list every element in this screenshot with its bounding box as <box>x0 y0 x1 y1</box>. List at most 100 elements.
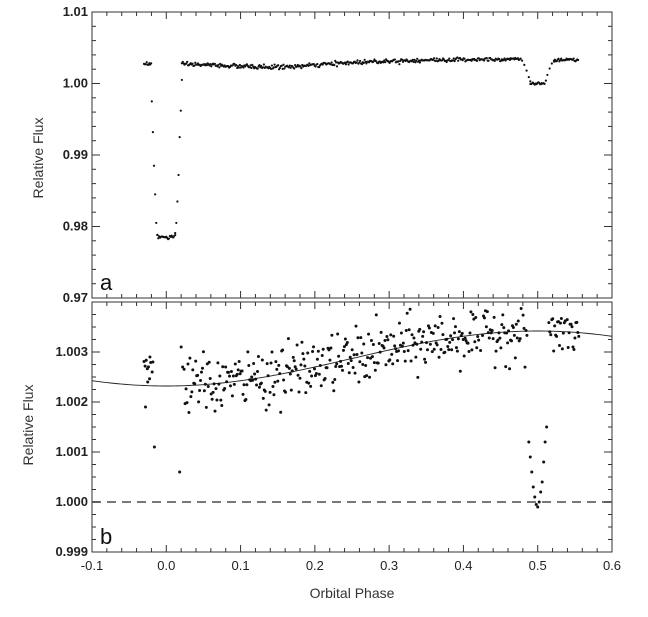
data-point <box>233 62 236 66</box>
data-point <box>513 356 517 360</box>
data-point <box>437 355 441 359</box>
data-point <box>412 336 416 340</box>
y-tick-label: 0.98 <box>63 219 88 234</box>
data-point <box>345 341 349 345</box>
data-point <box>217 382 221 386</box>
data-point <box>436 326 440 329</box>
data-point <box>509 339 513 343</box>
data-point <box>318 66 321 69</box>
data-point <box>278 66 282 69</box>
y-tick-label: 1.003 <box>55 344 88 359</box>
data-point <box>237 359 241 363</box>
data-point <box>382 61 385 64</box>
data-point <box>499 346 503 350</box>
y-tick-label: 0.97 <box>63 290 88 305</box>
data-point <box>256 67 259 70</box>
data-point <box>411 58 414 61</box>
data-point <box>219 398 223 402</box>
data-point <box>298 376 302 380</box>
data-point <box>482 316 486 320</box>
data-point <box>281 348 285 352</box>
data-point <box>566 345 570 349</box>
data-point <box>425 348 429 352</box>
data-point <box>325 366 329 370</box>
data-point <box>476 335 480 339</box>
data-point <box>365 374 369 378</box>
data-point <box>432 58 435 61</box>
data-point <box>347 371 351 375</box>
data-point <box>252 362 256 366</box>
data-point <box>151 131 155 134</box>
x-tick-label: 0.6 <box>603 558 621 573</box>
data-point <box>522 326 526 330</box>
data-point <box>218 66 221 69</box>
data-point <box>413 58 416 62</box>
data-point <box>205 64 208 67</box>
data-point <box>277 64 280 67</box>
data-point <box>498 57 501 61</box>
data-point <box>336 332 340 336</box>
data-point <box>295 65 298 68</box>
data-point <box>392 334 396 338</box>
data-point <box>463 336 467 340</box>
data-point <box>203 382 207 386</box>
data-point <box>567 331 571 335</box>
data-point <box>397 321 401 325</box>
data-point <box>255 383 259 387</box>
data-point <box>569 322 573 326</box>
data-point <box>458 369 462 373</box>
data-point <box>193 64 196 67</box>
data-point <box>446 345 450 349</box>
data-point <box>459 334 463 338</box>
data-point <box>276 379 280 383</box>
data-point <box>224 365 228 369</box>
data-point <box>209 62 212 66</box>
data-point <box>323 377 327 381</box>
data-point <box>519 57 522 60</box>
data-point <box>537 500 541 504</box>
data-point <box>216 361 220 365</box>
data-point <box>425 341 429 345</box>
data-point <box>427 326 431 330</box>
data-point <box>487 336 491 340</box>
data-point <box>445 60 448 64</box>
data-point <box>383 59 386 62</box>
data-point <box>417 59 421 62</box>
data-point <box>402 350 406 353</box>
data-point <box>428 342 432 346</box>
data-point <box>536 505 540 509</box>
data-point <box>423 357 427 361</box>
data-point <box>350 348 354 352</box>
data-point <box>191 62 194 65</box>
data-point <box>315 357 319 361</box>
data-point <box>190 390 194 394</box>
data-point <box>384 61 387 64</box>
data-point <box>479 348 483 352</box>
data-point <box>542 460 546 464</box>
data-point <box>438 315 442 319</box>
data-point <box>283 67 286 70</box>
data-point <box>333 63 336 67</box>
data-point <box>405 311 409 315</box>
data-point <box>484 325 488 329</box>
data-point <box>467 350 471 354</box>
data-point <box>200 370 203 374</box>
data-point <box>508 367 512 371</box>
data-point <box>330 333 334 337</box>
data-point <box>543 82 546 85</box>
data-point <box>328 358 332 362</box>
data-point <box>333 378 337 382</box>
data-point <box>529 80 532 83</box>
data-point <box>548 330 552 334</box>
data-point <box>260 64 263 68</box>
data-point <box>228 374 231 378</box>
data-point <box>199 379 203 383</box>
data-point <box>152 445 156 449</box>
panel-b-label: b <box>100 524 112 549</box>
data-point <box>404 329 408 333</box>
data-point <box>416 57 419 60</box>
data-point <box>308 62 311 65</box>
data-point <box>252 65 255 68</box>
data-point <box>337 354 341 358</box>
data-point <box>373 368 377 372</box>
